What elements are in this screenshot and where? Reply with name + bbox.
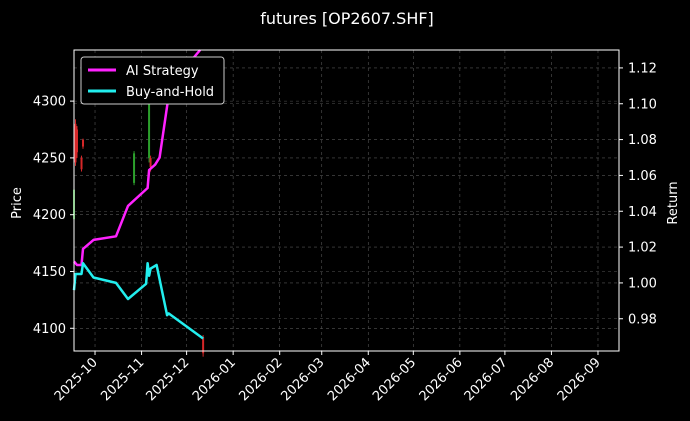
x-tick-label: 2026-01 — [190, 355, 239, 404]
legend-box — [80, 56, 225, 105]
y-tick-label: 4150 — [33, 265, 66, 280]
x-tick-label: 2026-03 — [279, 355, 328, 404]
buy-and-hold-line — [72, 261, 204, 340]
y2-axis-label: Return — [666, 181, 681, 224]
y-tick-label: 4300 — [33, 95, 66, 110]
x-tick-label: 2025-10 — [52, 355, 101, 404]
x-tick-label: 2026-02 — [236, 355, 285, 404]
x-tick-label: 2026-08 — [508, 355, 557, 404]
candle-body — [202, 337, 205, 354]
y2-tick-label: 1.04 — [628, 205, 657, 220]
candles — [73, 92, 205, 357]
candle-body — [80, 157, 83, 170]
candle-body — [149, 157, 152, 167]
y2-tick-label: 1.10 — [628, 97, 657, 112]
candle-body — [82, 139, 85, 147]
y2-tick-label: 1.00 — [628, 276, 657, 291]
y2-tick-label: 1.02 — [628, 241, 657, 256]
y-axis-right: 0.98 1.00 1.02 1.04 1.06 1.08 1.10 1.12 — [619, 61, 657, 327]
legend-label-buy-and-hold: Buy-and-Hold — [126, 85, 214, 100]
x-tick-label: 2025-11 — [98, 355, 147, 404]
y2-tick-label: 0.98 — [628, 312, 657, 327]
y-tick-label: 4100 — [33, 322, 66, 337]
candle-body — [133, 153, 136, 183]
series-lines — [72, 49, 204, 340]
grid — [74, 50, 619, 351]
candle-body — [74, 123, 77, 163]
y2-tick-label: 1.08 — [628, 133, 657, 148]
x-tick-label: 2025-12 — [143, 355, 192, 404]
y-tick-label: 4250 — [33, 151, 66, 166]
y2-tick-label: 1.06 — [628, 169, 657, 184]
candle-body — [76, 129, 79, 153]
y2-tick-label: 1.12 — [628, 61, 657, 76]
legend-label-ai-strategy: AI Strategy — [126, 64, 199, 79]
chart-title: futures [OP2607.SHF] — [260, 9, 434, 28]
y-axis-left: 4100 4150 4200 4250 4300 — [33, 95, 74, 337]
x-tick-label: 2026-07 — [462, 355, 511, 404]
y-tick-label: 4200 — [33, 208, 66, 223]
candle-body — [148, 101, 151, 158]
x-tick-label: 2026-04 — [325, 355, 374, 404]
x-tick-label: 2026-09 — [555, 355, 604, 404]
y-axis-label: Price — [10, 187, 25, 219]
x-tick-label: 2026-05 — [370, 355, 419, 404]
legend: AI Strategy Buy-and-Hold — [80, 56, 225, 105]
x-axis: 2025-102025-112025-122026-012026-022026-… — [52, 351, 604, 404]
x-tick-label: 2026-06 — [417, 355, 466, 404]
plot-frame — [73, 49, 620, 352]
